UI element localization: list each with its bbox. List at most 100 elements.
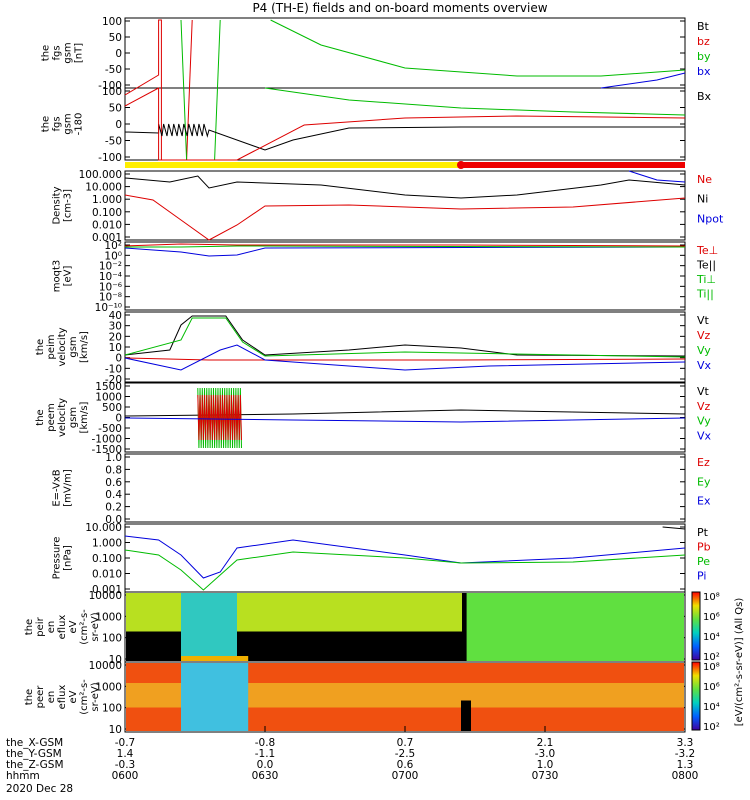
x-row-label: hhmm [6, 770, 40, 782]
legend-entry: Vx [697, 359, 712, 372]
y-tick-label: 10.000 [85, 182, 122, 194]
y-tick-label: 10 [109, 724, 122, 736]
x-tick-label: 0730 [532, 770, 559, 782]
colorbar-label: 10⁸ [703, 592, 720, 603]
y-tick-label: 0.001 [92, 232, 122, 244]
panel-efield: 1.00.80.60.40.20.0 E=-VxB[mV/m] Ez Ey Ex [52, 452, 711, 526]
y-tick-label: -50 [105, 64, 122, 76]
Npot-trace [628, 170, 686, 183]
y-axis-label-line: the [35, 339, 46, 355]
y-axis-label: thepeimvelocitygsm[km/s] [35, 327, 90, 366]
panel-frame [124, 17, 686, 89]
y-axis-label-line: the [41, 45, 52, 61]
x-tick-label: 1.3 [677, 759, 694, 771]
y-tick-label: 0 [115, 413, 122, 425]
panel-frame [124, 453, 686, 523]
y-tick-label: 0.4 [105, 489, 122, 501]
y-tick-label: 1000 [95, 681, 122, 693]
y-tick-label: 10 [109, 342, 122, 354]
by-trace [264, 87, 686, 116]
x-tick-label: 0800 [672, 770, 699, 782]
y-axis-label: thefgsgsm[nT] [41, 42, 85, 63]
y-axis-label-line: gsm [63, 113, 74, 134]
legend-entry: Ez [697, 456, 710, 469]
legend-entry: bz [697, 35, 710, 48]
legend-entry: by [697, 50, 711, 63]
e-spec-cold [181, 663, 249, 731]
legend-entry: Ti|| [696, 288, 714, 301]
colorbar-label: 10⁴ [703, 702, 720, 713]
y-tick-label: 10000 [89, 660, 122, 672]
panel-frame [124, 241, 686, 311]
y-tick-label: -1000 [91, 434, 122, 446]
x-tick-label: -0.7 [115, 737, 136, 749]
mode-bar [125, 161, 685, 169]
y-tick-label: 10⁻¹⁰ [95, 302, 122, 314]
x-tick-label: 0.0 [257, 759, 274, 771]
panel-ve: 150010005000-500-1000-1500thepeemvelocit… [35, 381, 712, 456]
panel-fgs: 100 50 0 -50 -100 thefgsgsm[nT] Bt bz by bx [41, 16, 711, 92]
ion-spectrogram [126, 593, 684, 661]
y-tick-label: 10000 [89, 590, 122, 602]
y-axis-label-line: eflux [57, 615, 68, 640]
y-axis-label-line: eV [68, 690, 79, 703]
legend-entry: Pt [697, 526, 709, 539]
y-axis-label-line: Density [52, 186, 63, 224]
y-tick-label: 0.100 [92, 207, 122, 219]
y-axis-label-line: gsm [68, 407, 79, 428]
y-tick-label: 1000 [95, 611, 122, 623]
y-axis-label: moqt3[eV] [52, 260, 74, 293]
y-axis-label-line: en [46, 621, 57, 634]
legend-entry: Npot [697, 212, 724, 225]
temp-traces [124, 243, 686, 257]
vi-traces [124, 315, 686, 371]
y-axis-label-line: -180 [74, 113, 85, 136]
x-tick-label: -3.0 [535, 748, 556, 760]
y-tick-label: 40 [109, 310, 122, 322]
Vz-trace [124, 357, 686, 361]
y-tick-label: 10² [104, 240, 122, 252]
y-tick-label: -500 [98, 423, 122, 435]
legend-entry: Vx [697, 429, 712, 442]
legend-entry: Pe [697, 555, 710, 568]
y-axis-label-line: gsm [63, 42, 74, 63]
y-axis-label-line: fgs [52, 45, 63, 60]
mode-bar-slow [125, 162, 461, 168]
y-axis-label-line: gsm [68, 336, 79, 357]
mode-bar-marker [457, 161, 465, 169]
x-tick-label: 1.4 [117, 748, 134, 760]
legend-entry: Ne [697, 173, 712, 186]
e-spec-gap [461, 700, 471, 731]
legend-entry: Ni [697, 193, 708, 206]
x-tick-label: 0.7 [397, 737, 414, 749]
y-tick-label: 1.000 [92, 194, 122, 206]
date-label: 2020 Dec 28 [6, 783, 73, 795]
y-tick-label: 0.6 [105, 477, 122, 489]
y-tick-label: 1000 [95, 392, 122, 404]
y-axis-label-line: peem [46, 403, 57, 431]
Vy-trace [124, 317, 686, 358]
y-axis-label-line: [km/s] [79, 331, 90, 363]
y-tick-label: -100 [98, 80, 122, 92]
y-axis-label: Density[cm-3] [52, 186, 74, 224]
legend-entry: Pi [697, 570, 706, 583]
x-tick-label: -0.8 [255, 737, 276, 749]
Pe-trace [124, 549, 686, 591]
Bx-trace [124, 123, 685, 151]
ve-traces [124, 387, 686, 449]
y-tick-label: 0.0 [105, 514, 122, 526]
mode-bar-fast [461, 162, 685, 168]
y-axis-label: E=-VxB[mV/m] [52, 469, 74, 507]
legend-entry: Vz [697, 329, 711, 342]
Vz-trace [197, 394, 242, 441]
Pt-trace [662, 526, 686, 530]
y-axis-label-line: [cm-3] [63, 189, 74, 222]
x-row-label: the_Y-GSM [6, 748, 62, 760]
y-tick-label: 10⁻⁴ [99, 271, 122, 283]
colorbar-strip [691, 661, 701, 731]
y-tick-label: -20 [105, 374, 122, 386]
legend-entry: Ex [697, 495, 711, 508]
